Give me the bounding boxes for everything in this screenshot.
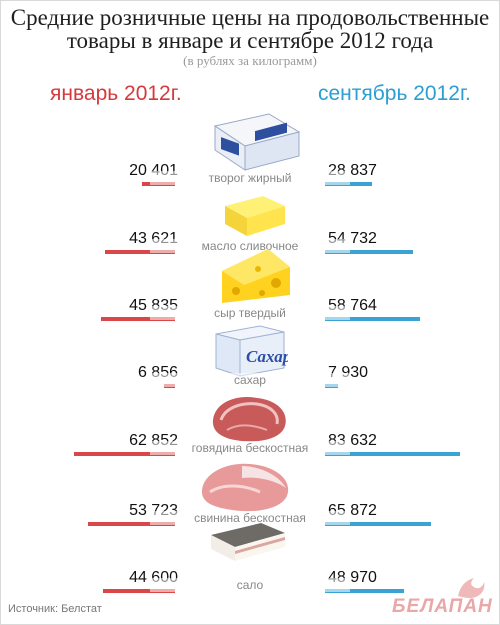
- chart-title-line-1: Средние розничные цены на продовольствен…: [10, 5, 490, 30]
- category-label: творог жирный: [150, 171, 350, 185]
- pork-meat-icon: [198, 458, 294, 521]
- sugar-box-icon: Сахар: [212, 322, 291, 385]
- category-label: сыр твердый: [150, 306, 350, 320]
- category-label: сало: [150, 578, 350, 592]
- bar-september: [325, 452, 460, 456]
- bar-january: [88, 522, 175, 526]
- bar-january: [104, 250, 175, 254]
- butter-block-icon: [219, 192, 289, 245]
- legend-september: сентябрь 2012г.: [318, 82, 471, 105]
- beef-meat-icon: [207, 390, 293, 451]
- salo-lard-icon: [205, 517, 291, 570]
- bar-january: [101, 317, 175, 321]
- bar-september: [325, 589, 405, 593]
- belapan-logo: БЕЛАПАН: [392, 596, 493, 617]
- category-label: говядина бескостная: [150, 441, 350, 455]
- legend-january: январь 2012г.: [50, 82, 182, 105]
- category-label: свинина бескостная: [150, 511, 350, 525]
- source-note: Источник: Белстат: [8, 603, 102, 615]
- bar-january: [103, 589, 175, 593]
- chart-subtitle: (в рублях за килограмм): [183, 53, 317, 68]
- cheese-wedge-icon: [218, 245, 294, 312]
- belapan-logo-icon: [458, 578, 485, 598]
- svg-text:Сахар: Сахар: [246, 347, 288, 366]
- chart-title-line-2: товары в январе и сентябре 2012 года: [66, 28, 434, 53]
- bar-september: [325, 250, 414, 254]
- bar-september: [325, 317, 420, 321]
- category-label: масло сливочное: [150, 239, 350, 253]
- category-label: сахар: [150, 373, 350, 387]
- bar-september: [325, 522, 432, 526]
- bar-january: [73, 452, 175, 456]
- cottage-cheese-package-icon: [207, 110, 303, 179]
